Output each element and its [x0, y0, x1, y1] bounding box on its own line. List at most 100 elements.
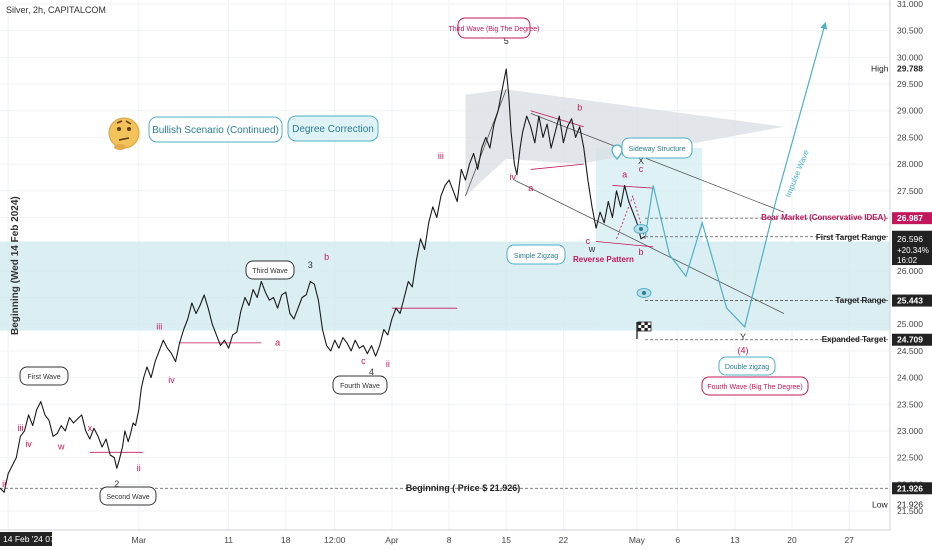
wave-label: x: [88, 423, 93, 433]
wave-label: iv: [510, 172, 517, 182]
time-axis[interactable]: Mar 11 18 12:00 Apr 8 15 22 May 6 13 20 27 14 Feb '24…: [0, 529, 890, 546]
price-tick-label: 23.000: [897, 426, 923, 436]
first-target-label: First Target Range: [816, 233, 887, 242]
bear-market-label: Bear Market (Conservative IDEA): [761, 213, 886, 222]
wave-label: b: [638, 247, 643, 257]
first-wave-text: First Wave: [27, 374, 60, 381]
fourth-wave-big-text: Fourth Wave (Big The Degree): [707, 384, 802, 391]
wave-label: b: [324, 252, 329, 262]
time-tick-label: 12:00: [324, 535, 346, 545]
time-tick-label: 22: [559, 535, 569, 545]
wave-label: a: [528, 183, 533, 193]
time-tick-label: 8: [447, 535, 452, 545]
wave-label: Y: [740, 332, 746, 342]
degree-correction-badge: Degree Correction: [287, 115, 379, 142]
price-tick-label: 30.500: [897, 26, 923, 36]
price-tick-label: 29.000: [897, 106, 923, 116]
wave-label: (4): [738, 346, 749, 356]
reverse-line-top: [612, 185, 654, 189]
thinking-emoji-icon: [108, 117, 140, 150]
price-tick-label: 31.000: [897, 0, 923, 9]
high-price-tag: 29.788: [897, 64, 923, 74]
second-wave-text: Second Wave: [106, 494, 149, 501]
price-tick-label: 23.500: [897, 399, 923, 409]
bear-market-tag-bg: [892, 212, 932, 225]
wave-label: c: [361, 356, 366, 366]
time-tick-label: 27: [844, 535, 854, 545]
bear-path: [616, 194, 646, 239]
simple-zigzag-text: Simple Zigzag: [514, 253, 558, 260]
price-tick-label: 22.500: [897, 453, 923, 463]
price-axis[interactable]: 31.000 30.500 30.000 29.500 29.000 28.500 28.0…: [871, 0, 932, 530]
price-tick-label: 28.500: [897, 132, 923, 142]
wave-label: 4: [369, 367, 374, 377]
bullish-scenario-badge: Bullish Scenario (Continued): [148, 116, 283, 143]
bear-market-tag: 26.987: [897, 213, 923, 223]
time-tick-label: Mar: [131, 535, 146, 545]
sideway-bottom: [530, 163, 584, 170]
price-tick-label: 25.000: [897, 319, 923, 329]
wave-label: b: [577, 103, 582, 113]
projection: [616, 21, 828, 329]
channel-top: [530, 113, 784, 213]
time-tick-label: 15: [502, 535, 512, 545]
price-line: [0, 68, 646, 493]
reverse-pattern-text: Reverse Pattern: [573, 255, 634, 264]
target-range-tag-bg: [892, 294, 932, 307]
wave-label: iii: [438, 151, 444, 161]
price-tick-label: 30.000: [897, 52, 923, 62]
wedge-line: [465, 89, 507, 197]
simple-zigzag-badge: Simple Zigzag: [506, 244, 566, 265]
beginning-tag-bg: [892, 482, 932, 495]
checkered-flag-icon: [636, 321, 652, 339]
price-change: +20.34%: [897, 246, 929, 255]
time-tick-label: 6: [675, 535, 680, 545]
wave-label: w: [57, 442, 65, 452]
bullish-scenario-text: Bullish Scenario (Continued): [152, 125, 279, 136]
expanded-target-tag-bg: [892, 333, 932, 346]
cursor-time-bg: [0, 532, 52, 546]
projection-line: [644, 21, 828, 329]
price-tick-label: 21.500: [897, 506, 923, 516]
wave-label: X: [638, 156, 644, 166]
fourth-wave-text: Fourth Wave: [340, 383, 380, 390]
wave-label: a: [275, 338, 280, 348]
low-tag-label: Low: [872, 499, 888, 509]
third-wave-big-text: Third Wave (Big The Degree): [448, 26, 539, 33]
low-price: 21.926: [897, 499, 923, 509]
time-tick-label: 13: [730, 535, 740, 545]
degree-correction-text: Degree Correction: [292, 124, 374, 135]
wave-label: ii: [137, 463, 141, 473]
wave-label: ii: [2, 479, 6, 489]
price-tick-label: 27.500: [897, 186, 923, 196]
current-price: 26.596: [897, 234, 923, 244]
third-wave-big-badge: Third Wave (Big The Degree): [448, 17, 540, 39]
third-wave-badge: Third Wave: [245, 260, 295, 280]
time-tick-label: 18: [281, 535, 291, 545]
wave-label: 2: [114, 479, 119, 489]
time-tick-label: 20: [787, 535, 797, 545]
double-zigzag-text: Double zigzag: [725, 364, 769, 371]
price-tick-label: 29.500: [897, 79, 923, 89]
countdown: 16:02: [897, 256, 918, 265]
time-tick-label: Apr: [385, 535, 398, 545]
wave-label: w: [588, 244, 596, 254]
target-zone: [0, 241, 890, 331]
sideway-structure-badge: Sideway Structure: [621, 137, 693, 159]
reverse-line: [596, 241, 654, 248]
wave-labels: 12345(3)(4)iiiiviiwxiiiiiivabciiiiiivaba…: [2, 25, 748, 489]
projection-zone: [596, 148, 703, 330]
fourth-wave-big-badge: Fourth Wave (Big The Degree): [701, 376, 809, 396]
wave-label: iii: [17, 423, 23, 433]
eye-icon: [633, 224, 649, 234]
wave-label: 5: [504, 36, 509, 46]
wave-label: c: [586, 236, 591, 246]
wave-label: iv: [168, 375, 175, 385]
price-tick-label: 24.500: [897, 346, 923, 356]
symbol-title: Silver, 2h, CAPITALCOM: [6, 5, 106, 15]
price-tick-label: 24.000: [897, 373, 923, 383]
beginning-tag: 21.926: [897, 483, 923, 493]
cursor-time-label: 14 Feb '24 07:00: [3, 534, 67, 544]
time-tick-label: 11: [224, 535, 233, 545]
